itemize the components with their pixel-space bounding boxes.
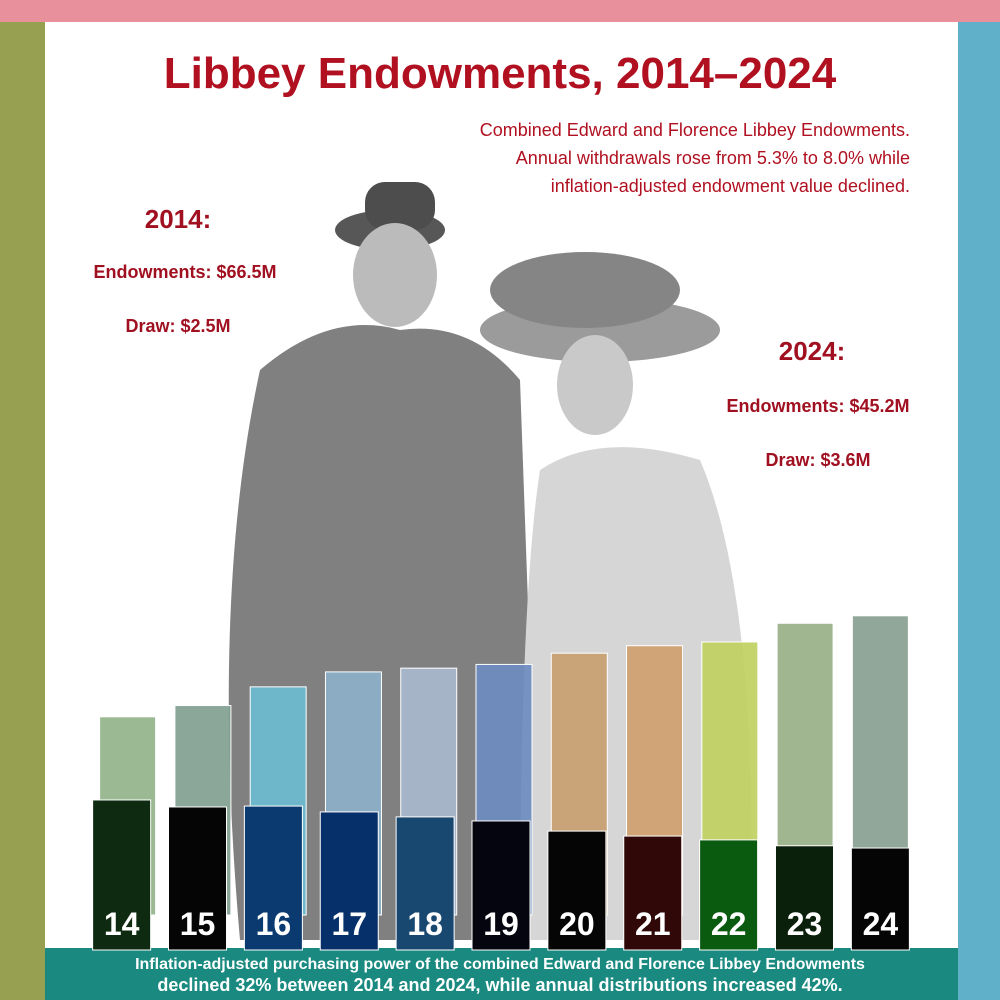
front-bar <box>623 835 683 951</box>
front-bar <box>319 811 379 951</box>
annotation: Endowments: $45.2M <box>726 396 909 416</box>
annotation-year: 2024: <box>779 336 846 366</box>
front-bar <box>395 816 455 951</box>
annotation-year: 2014: <box>145 204 212 234</box>
x-tick-label: 20 <box>559 906 595 942</box>
face <box>557 335 633 435</box>
chart-title: Libbey Endowments, 2014–2024 <box>164 49 837 98</box>
flowers <box>490 252 680 328</box>
annotation: Endowments: $66.5M <box>93 262 276 282</box>
front-bar <box>471 820 531 951</box>
x-tick-label: 21 <box>635 906 671 942</box>
front-bar <box>850 847 910 951</box>
x-tick-label: 22 <box>711 906 747 942</box>
front-bar <box>243 805 303 951</box>
footer-band <box>45 948 958 1000</box>
front-bar <box>168 806 228 951</box>
bars: 14 15 16 17 18 19 20 21 22 23 24 <box>92 615 910 951</box>
top-band <box>0 0 1000 22</box>
annotation: Draw: $3.6M <box>765 450 870 470</box>
left-band <box>0 22 45 1000</box>
x-tick-label: 24 <box>863 906 899 942</box>
subtitle: Combined Edward and Florence Libbey Endo… <box>480 120 910 140</box>
front-bar <box>774 845 834 951</box>
footer-text: Inflation-adjusted purchasing power of t… <box>135 956 865 973</box>
x-tick-label: 19 <box>483 906 519 942</box>
annotation: Draw: $2.5M <box>125 316 230 336</box>
front-bar <box>699 839 759 951</box>
face <box>353 223 437 327</box>
x-tick-label: 14 <box>104 906 140 942</box>
right-band <box>958 22 1000 1000</box>
x-tick-label: 16 <box>256 906 292 942</box>
subtitle: inflation-adjusted endowment value decli… <box>551 176 910 196</box>
front-bar <box>92 799 152 951</box>
x-tick-label: 18 <box>407 906 443 942</box>
x-tick-label: 15 <box>180 906 216 942</box>
footer-text: declined 32% between 2014 and 2024, whil… <box>157 975 842 995</box>
hat-crown <box>365 182 435 230</box>
x-tick-label: 17 <box>331 906 367 942</box>
x-tick-label: 23 <box>787 906 823 942</box>
subtitle: Annual withdrawals rose from 5.3% to 8.0… <box>516 148 910 168</box>
front-bar <box>547 830 607 951</box>
